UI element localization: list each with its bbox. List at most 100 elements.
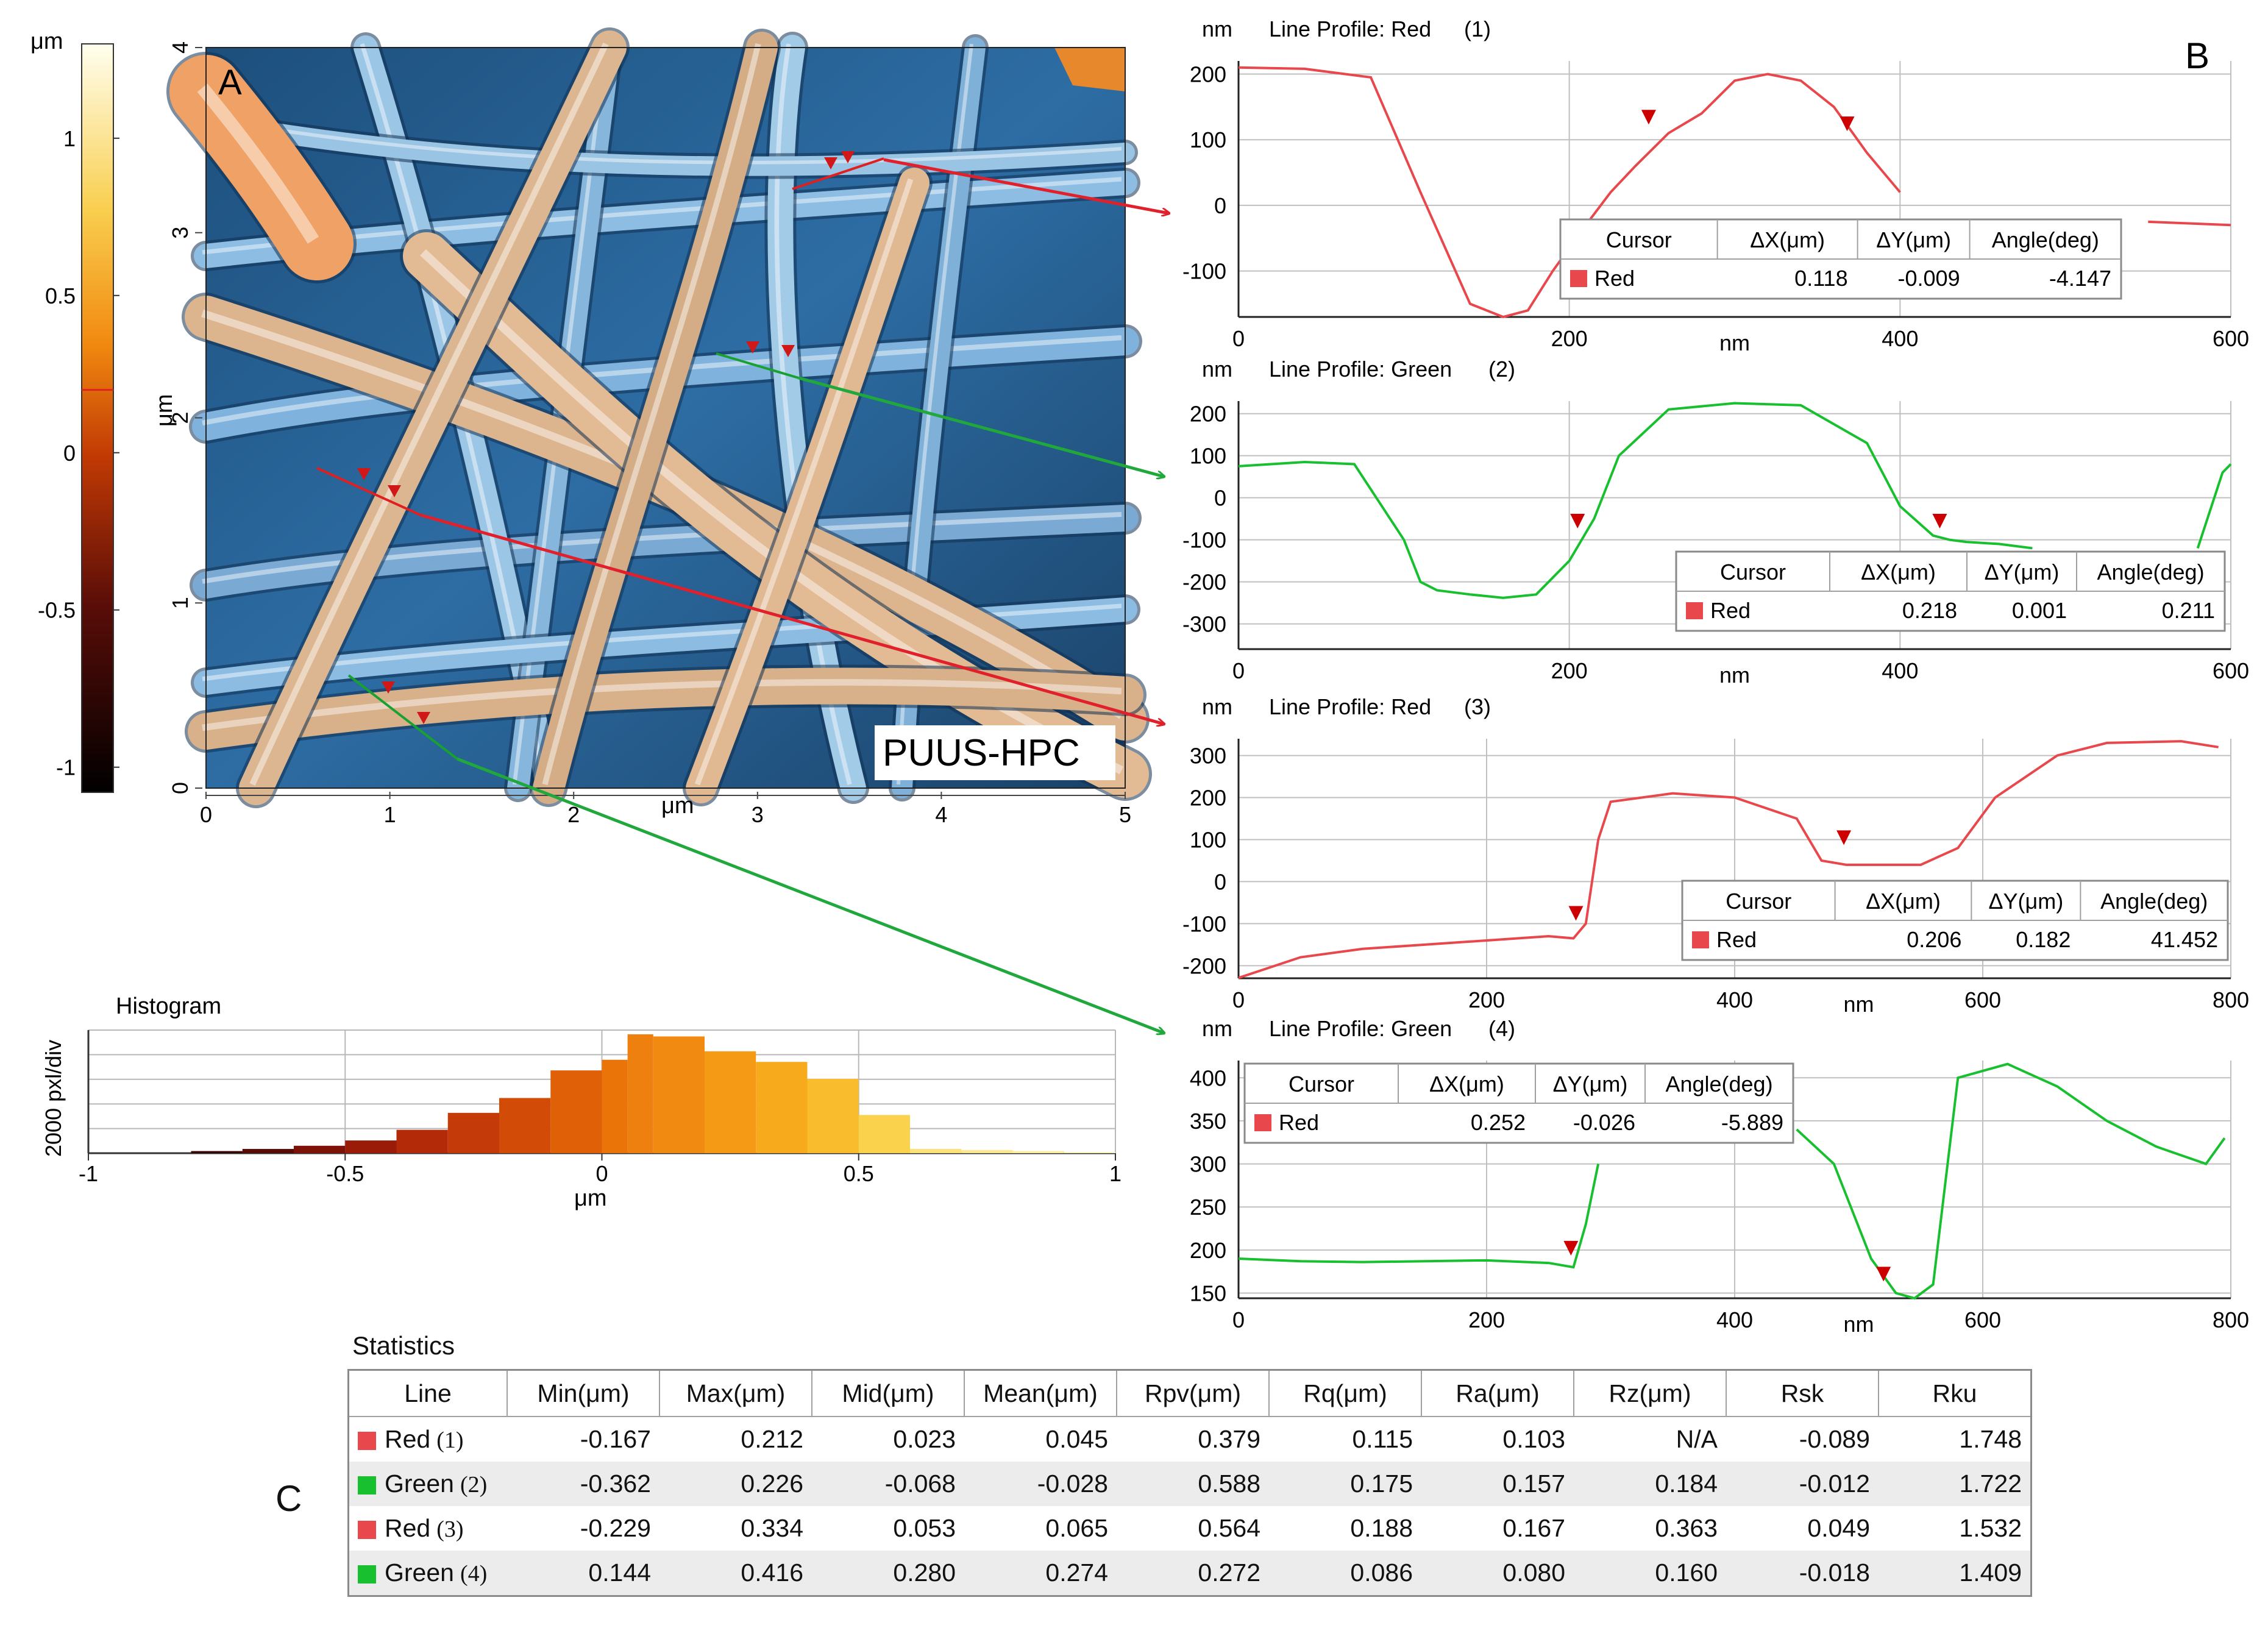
statistics-value-cell: 0.065 [1045,1514,1108,1542]
colorbar: μm 1 0.5 0 -0.5 -1 [30,29,119,793]
cursor-table-header: ΔY(μm) [1876,227,1951,252]
cursor-table-cell: -0.026 [1573,1110,1635,1135]
image-cursor-markers [357,151,855,724]
statistics-value-cell: -0.012 [1726,1462,1879,1506]
cursor-table-header: Cursor [1726,889,1791,914]
colorbar-tick-label: -0.5 [38,598,76,623]
cursor-table: Cursor ΔX(μm) ΔY(μm) Angle(deg) Red 0.118 -0.0… [1559,218,2122,300]
statistics-header-cell: Max(μm) [659,1370,812,1417]
statistics-value-cell: 0.226 [659,1462,812,1506]
cursor-table-cell: -0.009 [1898,266,1960,291]
cursor-table-header: Cursor [1289,1072,1354,1097]
profile-y-tick-label: 100 [1190,444,1226,469]
histogram-bar [242,1149,294,1153]
cursor-color-swatch [1254,1114,1271,1131]
statistics-value-cell: 0.272 [1117,1551,1269,1596]
profile-x-tick-label: 400 [1716,1307,1753,1332]
statistics-value-cell: 0.379 [1198,1425,1260,1453]
profile-cursor-marker[interactable] [1932,513,1947,528]
histogram-x-tick-label: -1 [79,1161,98,1186]
profile-cursor-marker[interactable] [1570,513,1585,528]
statistics-header-row: Line Min(μm) Max(μm) Mid(μm) Mean(μm) Rpv(μm)… [348,1370,2032,1417]
cursor-table-header: ΔY(μm) [1988,889,2063,914]
profile-title: Line Profile: Green [1269,1016,1452,1041]
line-color-swatch [358,1476,376,1495]
profile-y-tick-label: 250 [1190,1195,1226,1220]
statistics-value-cell: -0.068 [812,1462,964,1506]
statistics-value-cell: 1.409 [1879,1551,2032,1596]
cursor-table-cell: 41.452 [2151,927,2218,952]
afm-x-tick-label: 2 [567,802,580,827]
line-index: (2) [460,1472,488,1498]
statistics-value-cell: N/A [1676,1425,1718,1453]
cursor-table-cell: Red [1594,266,1635,291]
profile-x-tick-label: 0 [1232,1307,1245,1332]
cursor-table-cell: -5.889 [1721,1110,1783,1135]
profile-y-tick-label: 200 [1190,402,1226,427]
arrow-green-4 [457,757,1164,1033]
profile-line-red-1 [792,157,884,190]
histogram-bar [550,1070,602,1153]
profile-title: Line Profile: Green [1269,357,1452,382]
statistics-value-cell: 0.334 [741,1514,803,1542]
statistics-value-cell: 0.115 [1352,1425,1413,1453]
histogram-x-tick-label: -0.5 [326,1161,364,1186]
profile-cursor-marker[interactable] [1876,1267,1891,1282]
profile-cursor-marker[interactable] [1568,906,1584,921]
statistics-value-cell: -0.362 [507,1462,659,1506]
histogram-bar [961,1150,1013,1153]
statistics-value-cell: -0.229 [580,1514,651,1542]
cursor-table-cell: 0.252 [1471,1110,1526,1135]
profile-x-tick-label: 400 [1882,658,1918,683]
profile-cursor-marker[interactable] [1563,1240,1579,1256]
panel-label-c: C [276,1478,302,1519]
colorbar-unit: μm [30,29,63,54]
profile-cursor-marker[interactable] [1840,116,1855,132]
profile-x-unit: nm [1719,663,1750,688]
statistics-value-cell: 1.748 [1959,1425,2022,1453]
cursor-table-cell: 0.001 [2012,598,2067,623]
statistics-value-cell: 0.160 [1574,1551,1726,1596]
profile-y-tick-label: 100 [1190,127,1226,152]
profile-cursor-marker[interactable] [1641,110,1656,125]
arrow-red-3 [420,513,1164,724]
profile-y-tick-label: -300 [1182,612,1226,637]
cursor-table-cell: 0.211 [2162,598,2215,623]
statistics-row: Green (4) 0.144 0.416 0.280 0.274 0.272 0.086 0.… [348,1551,2032,1596]
statistics-row: Red (1) -0.167 0.212 0.023 0.045 0.379 0.115 0.1… [349,1417,2032,1462]
profile-y-tick-label: 0 [1214,193,1226,218]
statistics-value-cell: -0.028 [964,1462,1117,1506]
statistics-line-cell: Red (1) [349,1417,508,1462]
afm-image-panel: A PUUS-HPC 0 1 2 3 4 5 0 1 2 3 4 μm μm [152,27,1152,827]
cursor-table-header: ΔY(μm) [1553,1072,1628,1097]
afm-x-tick-label: 3 [752,802,764,827]
statistics-line-cell: Green (2) [348,1462,507,1506]
histogram-bar [294,1145,346,1153]
statistics-value-cell: 0.167 [1502,1514,1565,1542]
statistics-header-cell: Rsk [1726,1370,1879,1417]
cursor-table: Cursor ΔX(μm) ΔY(μm) Angle(deg) Red 0.218 0.00… [1675,550,2226,632]
statistics-row: Red (3) -0.229 0.334 0.053 0.065 0.564 0.188 0.1… [349,1506,2032,1551]
histogram-bars [191,1034,1115,1153]
histogram-bar [499,1098,551,1153]
profile-line-green-2 [716,352,799,379]
statistics-title: Statistics [352,1331,455,1360]
profile-chart-4: nm Line Profile: Green (4) 400 350 300 250 200 1… [1190,1016,2249,1337]
profile-x-tick-label: 0 [1232,987,1245,1012]
arrow-green-2 [798,376,1164,477]
profile-y-tick-label: 0 [1214,486,1226,511]
statistics-header-cell: Mid(μm) [812,1370,965,1417]
statistics-header-cell: Line [348,1370,508,1417]
statistics-value-cell: 0.103 [1502,1425,1565,1453]
afm-y-tick-label: 2 [168,411,193,424]
statistics-value-cell: 0.086 [1269,1551,1421,1596]
cursor-table-cell: Red [1279,1110,1319,1135]
cursor-table: Cursor ΔX(μm) ΔY(μm) Angle(deg) Red 0.252 -0.0… [1243,1062,1794,1144]
profile-cursor-marker[interactable] [1836,830,1852,845]
histogram-bar [396,1129,448,1153]
afm-y-tick-label: 4 [168,41,193,54]
line-profiles: nm Line Profile: Red (1) 200 100 0 -100 0 200 400… [1182,16,2249,1337]
profile-y-tick-label: 300 [1190,1152,1226,1177]
statistics-value-cell: 0.175 [1269,1462,1421,1506]
